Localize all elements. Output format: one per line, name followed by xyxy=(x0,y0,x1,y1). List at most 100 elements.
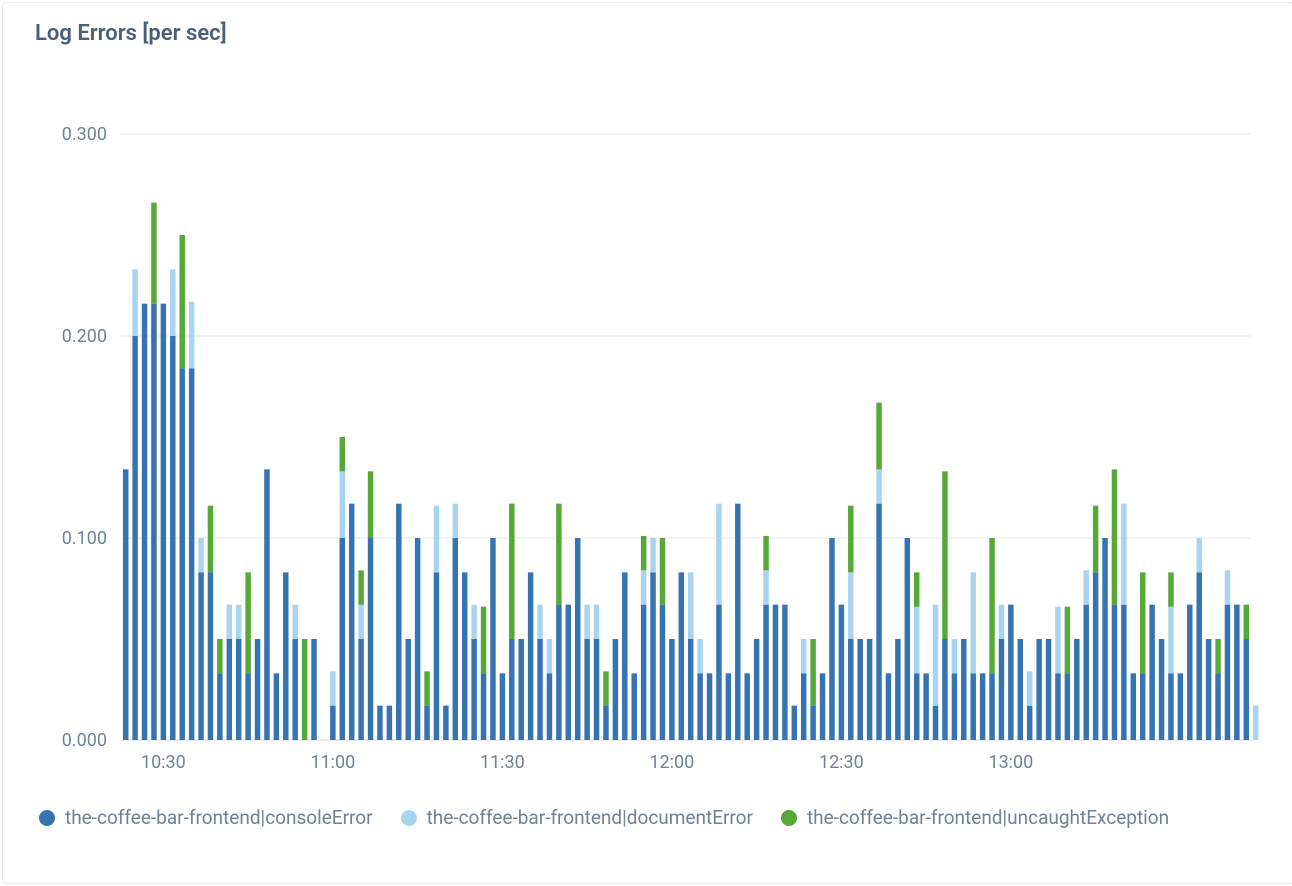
bar-segment xyxy=(848,639,853,740)
bar-segment xyxy=(217,639,222,673)
bar-segment xyxy=(942,639,947,740)
bar-segment xyxy=(443,706,448,740)
bar-segment xyxy=(377,706,382,740)
bar-segment xyxy=(1083,605,1088,740)
chart-legend: the-coffee-bar-frontend|consoleError the-… xyxy=(3,792,1292,857)
chart-svg: 0.0000.1000.2000.30010:3011:0011:3012:00… xyxy=(3,52,1291,792)
bar-segment xyxy=(584,639,589,740)
bar-segment xyxy=(179,368,184,740)
legend-swatch xyxy=(401,810,417,826)
bar-segment xyxy=(867,639,872,740)
bar-segment xyxy=(340,538,345,740)
bar-segment xyxy=(1093,572,1098,740)
bar-segment xyxy=(980,673,985,740)
bar-segment xyxy=(1093,506,1098,573)
bar-segment xyxy=(1027,671,1032,705)
bar-segment xyxy=(914,607,919,674)
bar-segment xyxy=(1055,607,1060,674)
bar-segment xyxy=(189,368,194,740)
x-tick-label: 12:30 xyxy=(819,752,864,773)
bar-segment xyxy=(471,639,476,740)
bar-segment xyxy=(801,673,806,740)
bar-segment xyxy=(876,403,881,470)
bar-segment xyxy=(1140,572,1145,673)
bar-segment xyxy=(1168,607,1173,674)
bar-segment xyxy=(151,304,156,740)
bar-segment xyxy=(208,506,213,573)
bar-segment xyxy=(1178,673,1183,740)
bar-segment xyxy=(340,437,345,471)
bar-segment xyxy=(669,639,674,740)
bar-segment xyxy=(1112,605,1117,740)
bar-segment xyxy=(1036,639,1041,740)
bar-segment xyxy=(274,673,279,740)
bar-segment xyxy=(189,302,194,369)
bar-segment xyxy=(1008,605,1013,740)
bar-segment xyxy=(1083,570,1088,604)
bar-segment xyxy=(716,504,721,605)
bar-segment xyxy=(1121,504,1126,605)
bar-segment xyxy=(245,572,250,673)
bar-segment xyxy=(283,572,288,740)
bar-segment xyxy=(453,538,458,740)
y-tick-label: 0.300 xyxy=(62,124,107,145)
legend-swatch xyxy=(781,810,797,826)
bar-segment xyxy=(763,570,768,604)
bar-segment xyxy=(434,506,439,573)
bar-segment xyxy=(302,639,307,740)
bar-segment xyxy=(848,506,853,573)
bar-segment xyxy=(961,639,966,740)
bar-segment xyxy=(989,673,994,740)
bar-segment xyxy=(509,639,514,740)
x-tick-label: 12:00 xyxy=(649,752,694,773)
legend-item[interactable]: the-coffee-bar-frontend|uncaughtExceptio… xyxy=(781,806,1169,829)
bar-segment xyxy=(518,639,523,740)
bar-segment xyxy=(603,706,608,740)
bar-segment xyxy=(735,504,740,740)
bar-segment xyxy=(132,336,137,740)
bar-segment xyxy=(594,605,599,639)
bar-segment xyxy=(358,570,363,604)
bar-segment xyxy=(1244,639,1249,740)
bar-segment xyxy=(594,639,599,740)
bar-segment xyxy=(613,639,618,740)
x-tick-label: 13:00 xyxy=(988,752,1033,773)
bar-segment xyxy=(641,570,646,604)
bar-segment xyxy=(933,605,938,706)
bar-segment xyxy=(641,536,646,570)
bar-segment xyxy=(368,538,373,740)
bar-segment xyxy=(471,605,476,639)
bar-segment xyxy=(424,706,429,740)
bar-segment xyxy=(1159,639,1164,740)
bar-segment xyxy=(528,572,533,740)
bar-segment xyxy=(679,572,684,740)
bar-segment xyxy=(1149,605,1154,740)
bar-segment xyxy=(1215,673,1220,740)
bar-segment xyxy=(227,605,232,639)
bar-segment xyxy=(876,469,881,503)
bar-segment xyxy=(481,673,486,740)
chart-title: Log Errors [per sec] xyxy=(3,3,1292,52)
bar-segment xyxy=(1225,605,1230,740)
bar-segment xyxy=(1131,673,1136,740)
bar-segment xyxy=(236,639,241,740)
bar-segment xyxy=(1102,538,1107,740)
bar-segment xyxy=(970,673,975,740)
bar-segment xyxy=(500,673,505,740)
chart-plot-area: 0.0000.1000.2000.30010:3011:0011:3012:00… xyxy=(3,52,1292,792)
bar-segment xyxy=(763,605,768,740)
bar-segment xyxy=(1055,673,1060,740)
bar-segment xyxy=(650,538,655,572)
bar-segment xyxy=(1018,639,1023,740)
bar-segment xyxy=(547,639,552,673)
bar-segment xyxy=(217,673,222,740)
bar-segment xyxy=(453,504,458,538)
bar-segment xyxy=(1046,639,1051,740)
legend-item[interactable]: the-coffee-bar-frontend|documentError xyxy=(401,806,753,829)
bar-segment xyxy=(876,504,881,740)
legend-item[interactable]: the-coffee-bar-frontend|consoleError xyxy=(39,806,373,829)
bar-segment xyxy=(726,673,731,740)
bar-segment xyxy=(989,538,994,673)
bar-segment xyxy=(255,639,260,740)
bar-segment xyxy=(810,706,815,740)
